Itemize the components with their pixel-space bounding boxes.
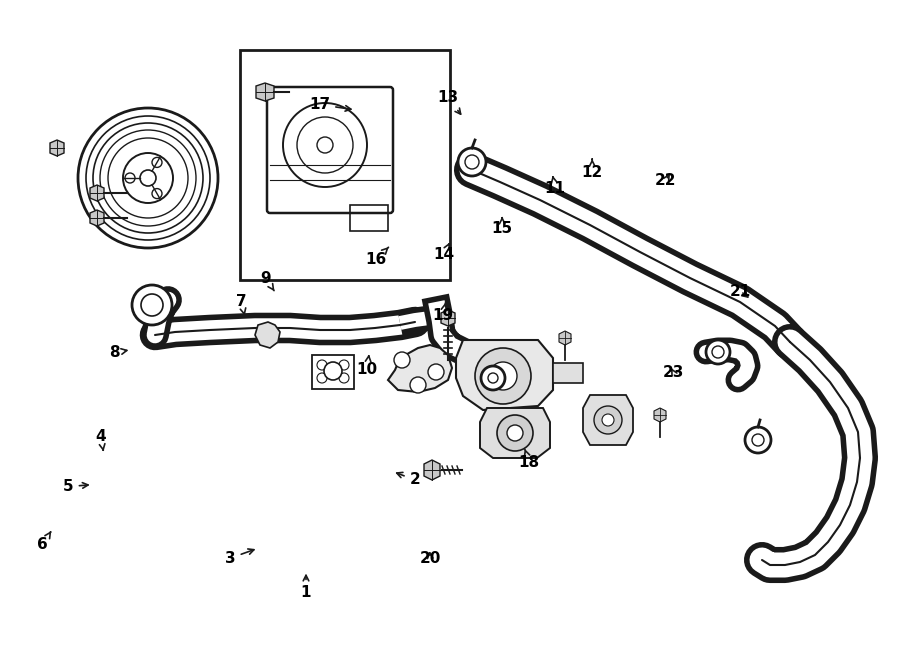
Polygon shape bbox=[441, 310, 455, 326]
Polygon shape bbox=[583, 395, 633, 445]
Polygon shape bbox=[456, 340, 553, 410]
Polygon shape bbox=[50, 140, 64, 156]
Circle shape bbox=[125, 173, 135, 183]
Text: 12: 12 bbox=[581, 159, 603, 179]
Text: 21: 21 bbox=[730, 284, 752, 299]
Polygon shape bbox=[255, 322, 280, 348]
Text: 10: 10 bbox=[356, 355, 378, 377]
Circle shape bbox=[324, 362, 342, 380]
Circle shape bbox=[712, 346, 724, 358]
Circle shape bbox=[507, 425, 523, 441]
Text: 13: 13 bbox=[437, 91, 461, 114]
Polygon shape bbox=[90, 210, 104, 226]
Text: 20: 20 bbox=[419, 551, 441, 565]
Text: 6: 6 bbox=[37, 532, 50, 552]
Circle shape bbox=[488, 373, 498, 383]
Polygon shape bbox=[256, 83, 274, 101]
Circle shape bbox=[594, 406, 622, 434]
Text: 14: 14 bbox=[433, 244, 454, 262]
Circle shape bbox=[132, 285, 172, 325]
Polygon shape bbox=[654, 408, 666, 422]
Circle shape bbox=[152, 189, 162, 199]
Circle shape bbox=[458, 148, 486, 176]
Text: 8: 8 bbox=[109, 346, 127, 360]
Circle shape bbox=[706, 340, 730, 364]
Circle shape bbox=[152, 158, 162, 167]
Circle shape bbox=[317, 360, 327, 370]
Polygon shape bbox=[388, 345, 452, 392]
Text: 4: 4 bbox=[95, 430, 106, 450]
Polygon shape bbox=[559, 331, 571, 345]
Text: 23: 23 bbox=[662, 365, 684, 379]
Text: 22: 22 bbox=[655, 173, 677, 187]
Bar bbox=[553, 363, 583, 383]
Bar bbox=[312, 355, 354, 389]
Polygon shape bbox=[424, 460, 440, 480]
Circle shape bbox=[465, 155, 479, 169]
Circle shape bbox=[339, 373, 349, 383]
Circle shape bbox=[339, 360, 349, 370]
Polygon shape bbox=[90, 185, 104, 201]
Text: 11: 11 bbox=[544, 177, 566, 195]
Circle shape bbox=[481, 366, 505, 390]
Circle shape bbox=[475, 348, 531, 404]
Text: 9: 9 bbox=[260, 271, 274, 291]
Circle shape bbox=[752, 434, 764, 446]
Circle shape bbox=[428, 364, 444, 380]
Circle shape bbox=[745, 427, 771, 453]
Bar bbox=[350, 205, 388, 231]
Text: 5: 5 bbox=[63, 479, 88, 494]
Text: 3: 3 bbox=[225, 549, 254, 565]
Bar bbox=[240, 50, 450, 280]
Circle shape bbox=[410, 377, 426, 393]
Circle shape bbox=[497, 415, 533, 451]
Circle shape bbox=[394, 352, 410, 368]
Text: 1: 1 bbox=[301, 575, 311, 600]
Circle shape bbox=[602, 414, 614, 426]
Text: 17: 17 bbox=[310, 97, 351, 112]
Circle shape bbox=[489, 362, 517, 390]
Text: 18: 18 bbox=[518, 449, 540, 469]
Text: 15: 15 bbox=[491, 218, 513, 236]
Text: 7: 7 bbox=[236, 294, 247, 314]
Text: 19: 19 bbox=[432, 303, 454, 323]
Circle shape bbox=[141, 294, 163, 316]
Polygon shape bbox=[480, 408, 550, 458]
Circle shape bbox=[317, 373, 327, 383]
Text: 16: 16 bbox=[365, 247, 389, 267]
Text: 2: 2 bbox=[397, 473, 420, 487]
